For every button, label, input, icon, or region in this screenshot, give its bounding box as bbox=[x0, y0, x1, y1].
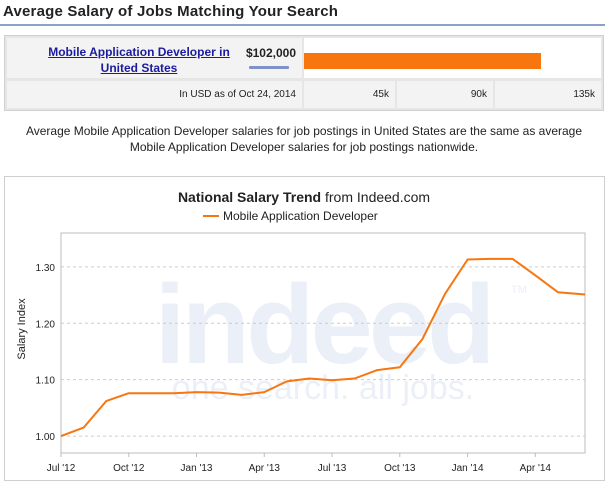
axis-tick-90k: 90k bbox=[470, 89, 487, 100]
x-tick-label: Oct '13 bbox=[384, 463, 416, 474]
salary-table: Mobile Application Developer in United S… bbox=[4, 35, 604, 111]
series-group bbox=[60, 257, 586, 438]
y-tick-label: 1.30 bbox=[36, 263, 56, 274]
mini-salary-indicator bbox=[249, 66, 289, 69]
axis-cell-45k: 45k bbox=[304, 81, 395, 108]
axis-tick-135k: 135k bbox=[573, 89, 595, 100]
salary-bar bbox=[304, 53, 541, 69]
chart-title: National Salary Trend from Indeed.com bbox=[178, 189, 430, 205]
series-line-mobile-application-developer bbox=[60, 257, 586, 438]
axis-cell-90k: 90k bbox=[397, 81, 493, 108]
x-tick-label: Jul '13 bbox=[318, 463, 347, 474]
salary-trend-chart: National Salary Trend from Indeed.com Mo… bbox=[4, 176, 605, 481]
x-tick-label: Jan '14 bbox=[452, 463, 484, 474]
legend-label: Mobile Application Developer bbox=[223, 209, 378, 223]
x-tick-label: Jul '12 bbox=[47, 463, 76, 474]
y-axis-label: Salary Index bbox=[16, 298, 28, 360]
axes: 1.00 1.10 1.20 1.30 Jul '12 Oct '12 Jan '13 Apr… bbox=[36, 263, 552, 474]
watermark-tm: TM bbox=[511, 284, 527, 296]
x-tick-label: Oct '12 bbox=[113, 463, 145, 474]
page-header: Average Salary of Jobs Matching Your Sea… bbox=[0, 0, 605, 26]
axis-cell-135k: 135k bbox=[495, 81, 601, 108]
chart-title-bold: National Salary Trend bbox=[178, 189, 321, 205]
y-tick-label: 1.00 bbox=[36, 432, 56, 443]
indeed-watermark: indeed TM one search. all jobs. bbox=[155, 262, 527, 407]
chart-svg: National Salary Trend from Indeed.com Mo… bbox=[16, 189, 586, 474]
page-title: Average Salary of Jobs Matching Your Sea… bbox=[3, 3, 339, 20]
grid bbox=[60, 232, 586, 454]
y-tick-label: 1.10 bbox=[36, 376, 56, 387]
salary-footnote: In USD as of Oct 24, 2014 bbox=[179, 89, 296, 100]
job-cell: Mobile Application Developer in United S… bbox=[7, 38, 302, 78]
salary-value: $102,000 bbox=[245, 46, 296, 60]
watermark-tagline: one search. all jobs. bbox=[172, 369, 474, 407]
plot-frame bbox=[60, 232, 586, 454]
axis-tick-45k: 45k bbox=[372, 89, 389, 100]
footnote-cell: In USD as of Oct 24, 2014 bbox=[7, 81, 302, 108]
salary-bar-cell bbox=[304, 38, 601, 78]
watermark-brand: indeed bbox=[155, 262, 492, 387]
y-tick-label: 1.20 bbox=[36, 319, 56, 330]
job-title-link[interactable]: Mobile Application Developer in United S… bbox=[48, 45, 230, 75]
salary-comparison-note: Average Mobile Application Developer sal… bbox=[25, 124, 583, 154]
x-tick-label: Apr '13 bbox=[249, 463, 281, 474]
x-tick-label: Apr '14 bbox=[520, 463, 552, 474]
chart-title-rest: from Indeed.com bbox=[321, 189, 430, 205]
x-tick-label: Jan '13 bbox=[181, 463, 213, 474]
